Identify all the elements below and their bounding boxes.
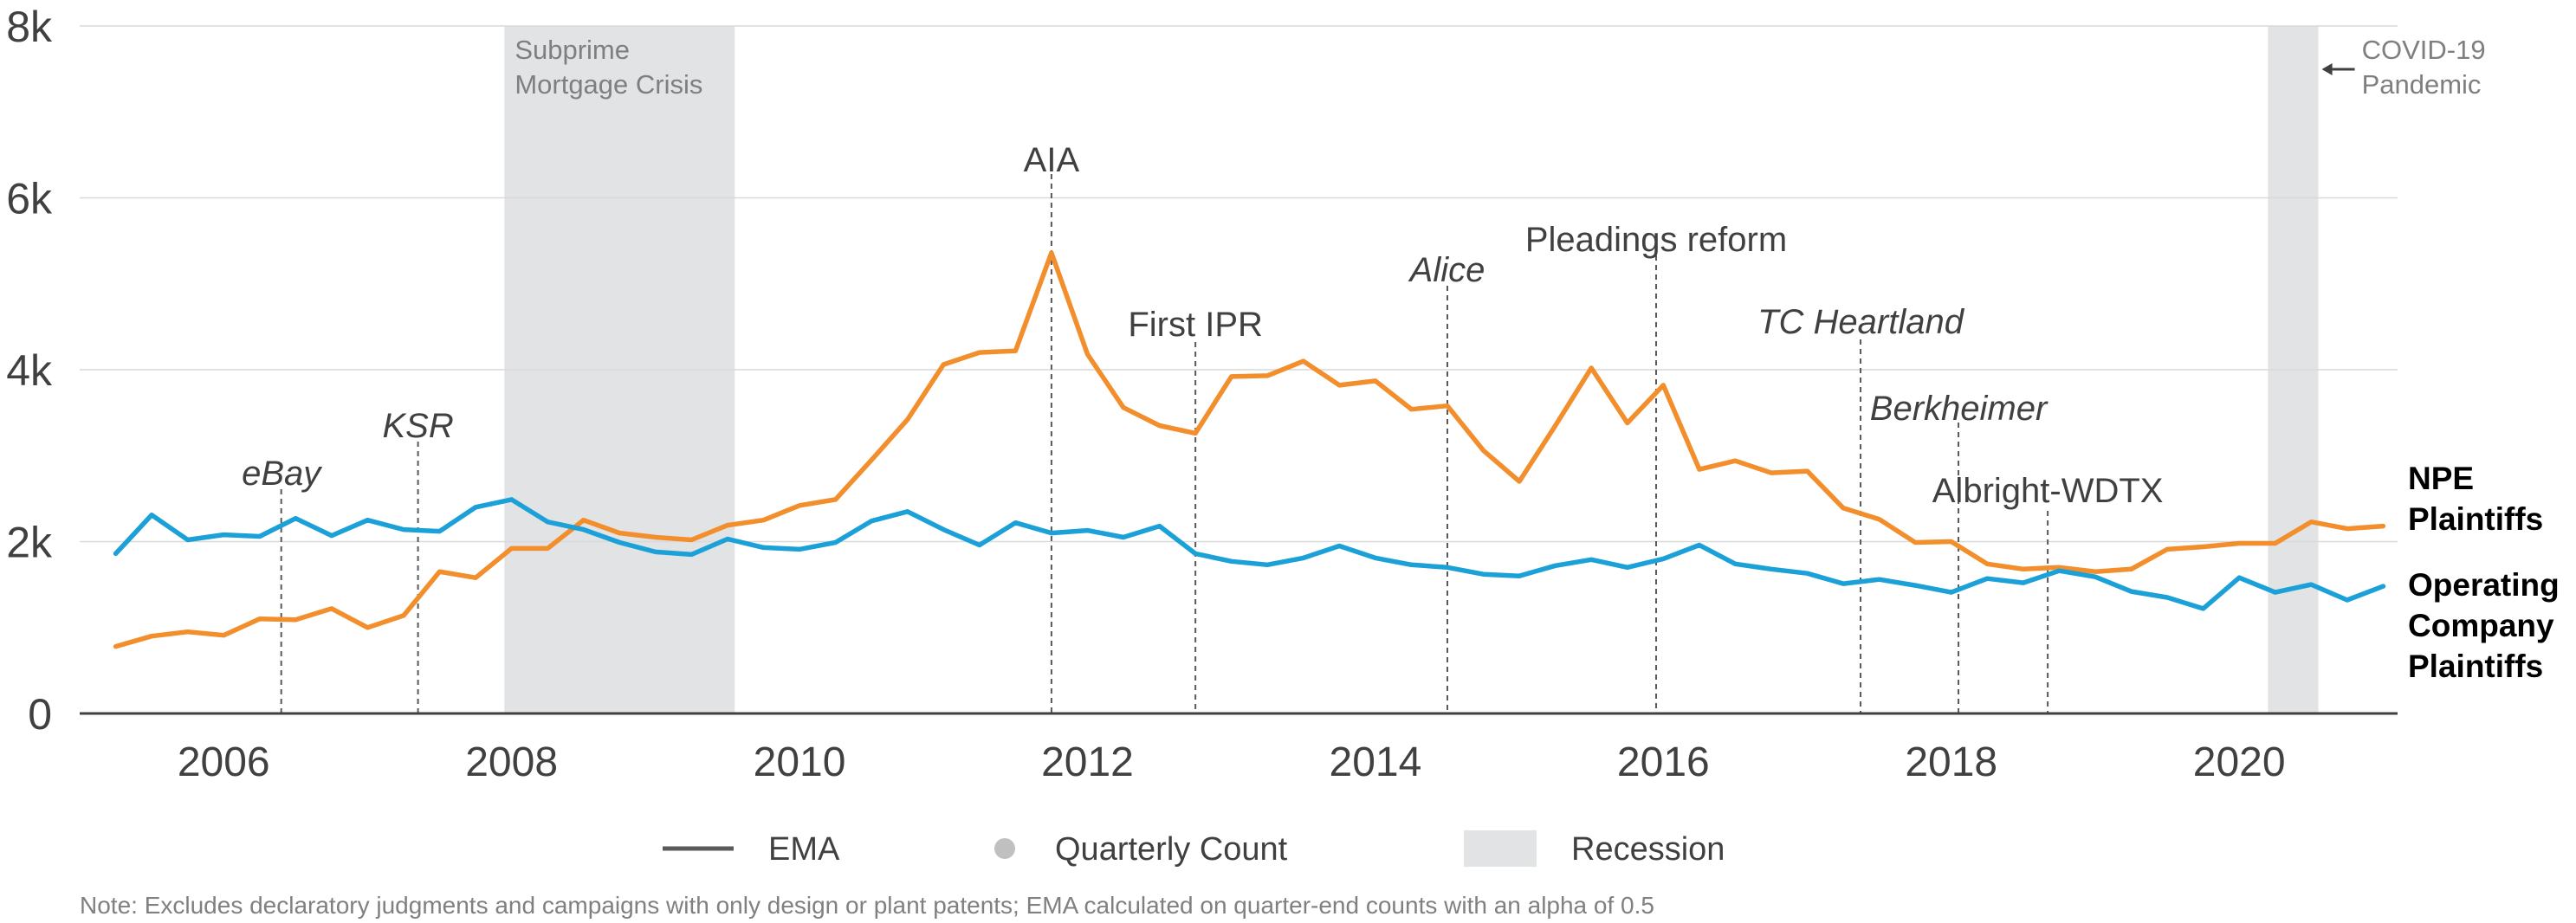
legend-dot-icon	[994, 838, 1015, 859]
event-label: Pleadings reform	[1525, 221, 1787, 259]
x-tick-label: 2016	[1617, 739, 1710, 785]
operating-company-series-label: OperatingCompanyPlaintiffs	[2408, 567, 2560, 684]
legend-label: Recession	[1571, 831, 1725, 868]
chart-note: Note: Excludes declaratory judgments and…	[80, 892, 1654, 919]
event-label: eBay	[242, 455, 323, 493]
legend: EMA Quarterly Count Recession	[663, 830, 1725, 868]
x-tick-label: 2010	[754, 739, 846, 785]
series-labels: NPEPlaintiffs OperatingCompanyPlaintiffs	[2408, 461, 2560, 684]
y-tick-label: 4k	[6, 346, 53, 395]
event-label: Albright-WDTX	[1932, 472, 2164, 510]
y-tick-label: 0	[28, 690, 52, 739]
y-tick-label: 2k	[6, 519, 53, 567]
event-label: Berkheimer	[1870, 390, 2049, 428]
shaded-region-label: COVID-19Pandemic	[2362, 35, 2486, 100]
x-tick-label: 2012	[1041, 739, 1134, 785]
event-label: KSR	[382, 407, 453, 445]
legend-box-icon	[1464, 830, 1537, 867]
event-label: Alice	[1408, 251, 1485, 289]
y-tick-label: 6k	[6, 175, 53, 223]
legend-label: EMA	[768, 831, 840, 868]
y-tick-label: 8k	[6, 3, 53, 51]
npe-series-label: NPEPlaintiffs	[2408, 461, 2543, 537]
x-tick-label: 2008	[465, 739, 558, 785]
gridlines	[80, 26, 2398, 542]
legend-label: Quarterly Count	[1055, 831, 1288, 868]
event-label: First IPR	[1128, 306, 1263, 344]
arrow-head-icon	[2322, 63, 2333, 75]
event-label: TC Heartland	[1757, 303, 1965, 341]
x-tick-label: 2014	[1330, 739, 1422, 785]
operating-company-series-line	[116, 500, 2384, 609]
x-tick-label: 2020	[2193, 739, 2286, 785]
patent-litigation-chart: SubprimeMortgage CrisisCOVID-19Pandemic …	[0, 0, 2576, 923]
x-tick-label: 2018	[1905, 739, 1997, 785]
x-tick-label: 2006	[178, 739, 270, 785]
event-label: AIA	[1024, 141, 1080, 179]
